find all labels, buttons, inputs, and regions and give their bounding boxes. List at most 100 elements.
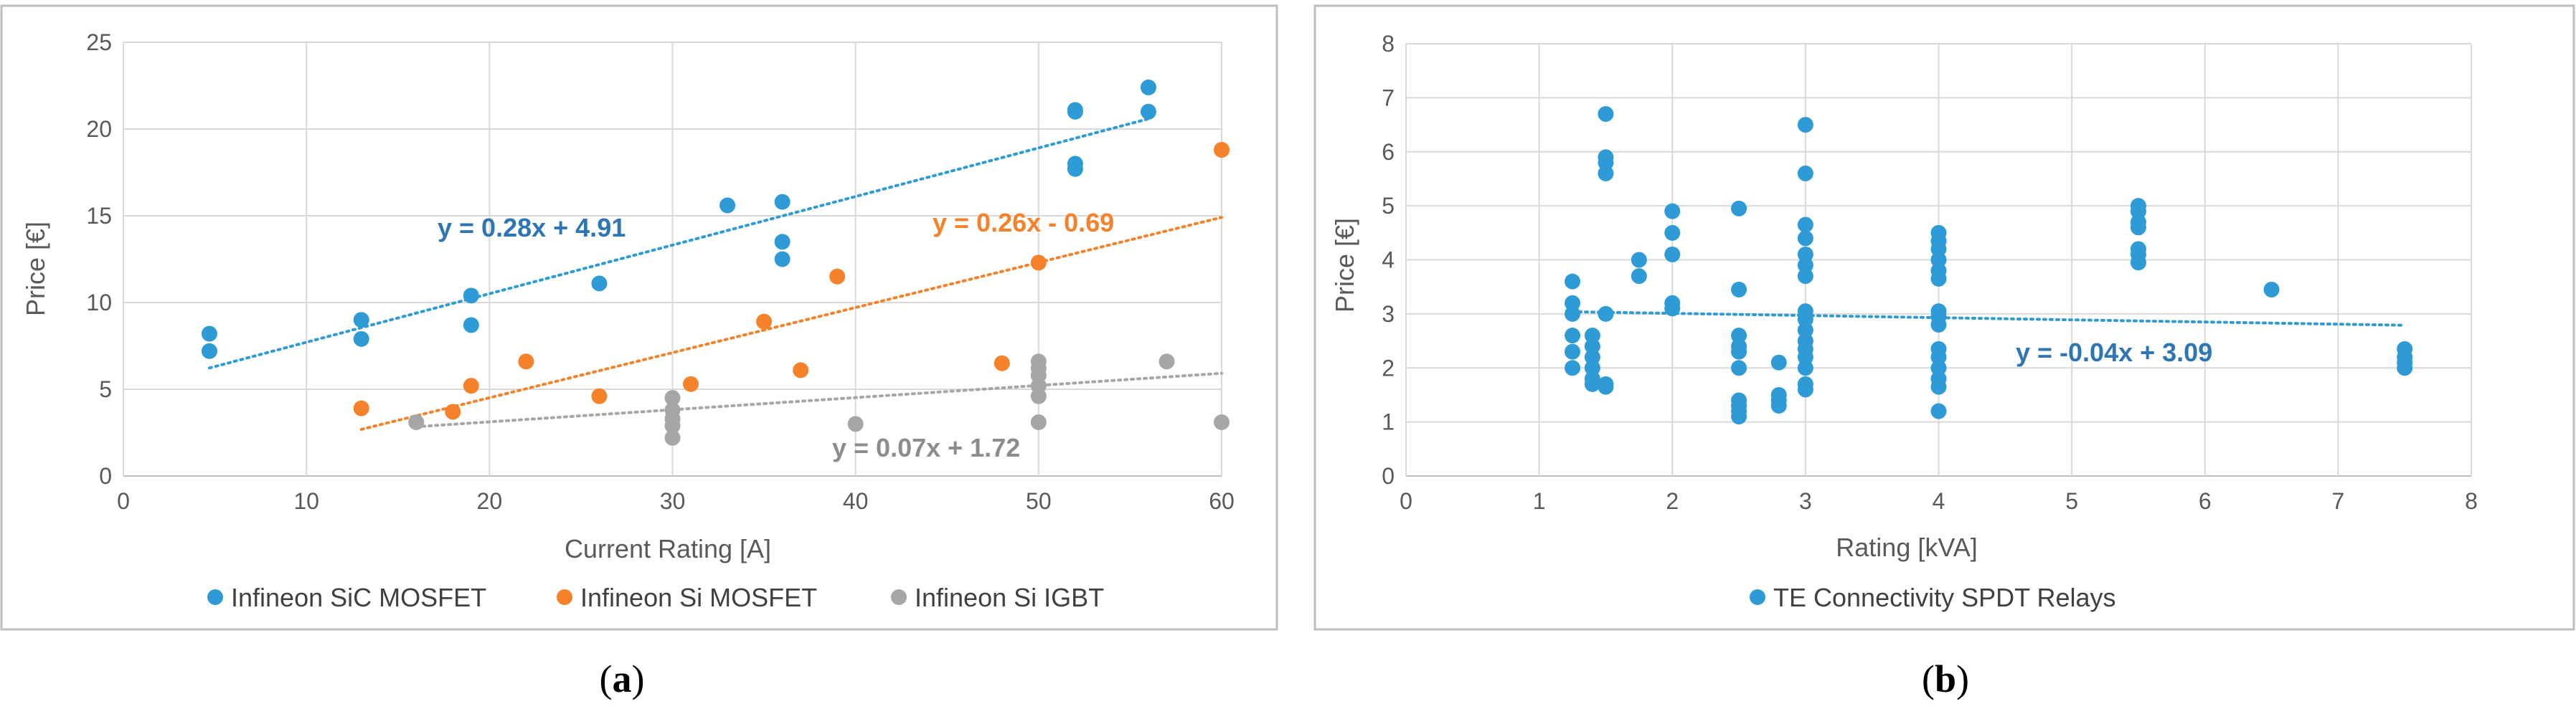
- data-point-igbt: [664, 417, 681, 434]
- data-point-sic: [201, 343, 217, 359]
- x-tick-label: 10: [293, 488, 319, 514]
- data-point-si_mosfet: [1214, 142, 1230, 158]
- chart-a-ticks: 0 5 10 15 20 25 0 10 20 30 40 50 60: [86, 29, 1234, 514]
- chart-panel-b: 0 1 2 3 4 5 6 7 8 0 1 2 3 4 5 6 7 8 y = -0.04x + 3.09 Rat…: [1313, 4, 2575, 631]
- svg-text:(b): (b): [1922, 657, 1969, 700]
- svg-text:(a): (a): [600, 657, 645, 700]
- data-point-sic: [1140, 103, 1156, 120]
- data-point-relay: [2397, 360, 2413, 376]
- data-point-relay: [1664, 300, 1681, 317]
- data-point-relay: [1797, 381, 1813, 398]
- caption-b: (b): [1922, 657, 1969, 700]
- data-point-relay: [1731, 281, 1747, 298]
- data-point-si_mosfet: [518, 353, 534, 370]
- x-tick-label: 0: [117, 488, 130, 514]
- data-point-relay: [1584, 328, 1600, 344]
- legend-marker-relays: [1750, 589, 1765, 605]
- caption-a-letter: a: [613, 657, 632, 700]
- x-tick-label: 0: [1400, 488, 1412, 514]
- x-tick-label: 40: [843, 488, 869, 514]
- x-tick-label: 3: [1799, 488, 1812, 514]
- y-tick-label: 5: [1382, 193, 1395, 219]
- chart-a-equation-igbt: y = 0.07x + 1.72: [832, 433, 1020, 462]
- y-tick-label: 0: [1382, 463, 1395, 489]
- data-point-igbt: [847, 416, 864, 432]
- data-point-si_mosfet: [353, 400, 369, 416]
- data-point-relay: [1731, 200, 1747, 216]
- trendline-si_mosfet: [359, 216, 1223, 431]
- data-point-sic: [591, 275, 608, 292]
- data-point-relay: [2130, 254, 2146, 271]
- caption-b-letter: b: [1935, 657, 1956, 700]
- chart-b-trendlines: [1571, 310, 2407, 327]
- y-tick-label: 8: [1382, 31, 1395, 57]
- legend-marker-si-mosfet: [557, 589, 572, 605]
- data-point-si_mosfet: [683, 376, 699, 392]
- y-tick-label: 20: [86, 116, 112, 142]
- trendline-relay: [1571, 310, 2407, 327]
- data-point-relay: [1664, 203, 1681, 219]
- data-point-sic: [774, 251, 791, 267]
- data-point-relay: [1731, 328, 1747, 344]
- data-point-relay: [1731, 360, 1747, 376]
- x-tick-label: 30: [660, 488, 686, 514]
- chart-b-xlabel: Rating [kVA]: [1836, 533, 1977, 562]
- data-point-relay: [1584, 349, 1600, 366]
- data-point-relay: [1797, 257, 1813, 274]
- chart-a-points: [201, 79, 1230, 446]
- chart-b-gridlines: [1405, 43, 2472, 477]
- chart-a-trendlines: [207, 117, 1223, 431]
- data-point-relay: [1565, 295, 1581, 311]
- chart-a-ylabel: Price [€]: [21, 222, 50, 316]
- chart-a-xlabel: Current Rating [A]: [565, 534, 771, 563]
- caption-a-open: (: [600, 657, 613, 700]
- legend-marker-igbt: [891, 589, 907, 605]
- data-point-relay: [1797, 322, 1813, 338]
- data-point-relay: [1598, 154, 1614, 171]
- data-point-relay: [2130, 219, 2146, 236]
- chart-panel-a: 0 5 10 15 20 25 0 10 20 30 40 50 60 y = 0.28x + 4.91…: [0, 4, 1278, 631]
- data-point-relay: [1565, 328, 1581, 344]
- data-point-relay: [1598, 105, 1614, 122]
- data-point-relay: [1797, 360, 1813, 376]
- data-point-relay: [1584, 376, 1600, 392]
- data-point-igbt: [408, 414, 425, 430]
- data-point-igbt: [1030, 388, 1047, 404]
- caption-b-close: ): [1956, 657, 1969, 700]
- y-tick-label: 3: [1382, 301, 1395, 327]
- y-tick-label: 2: [1382, 355, 1395, 381]
- data-point-relay: [1664, 224, 1681, 241]
- legend-label-igbt: Infineon Si IGBT: [915, 583, 1104, 612]
- data-point-igbt: [664, 429, 681, 446]
- chart-b-points: [1565, 105, 2413, 425]
- data-point-relay: [1797, 349, 1813, 366]
- caption-a: (a): [600, 657, 645, 700]
- data-point-relay: [1631, 252, 1647, 268]
- data-point-relay: [1565, 343, 1581, 360]
- data-point-sic: [353, 312, 369, 328]
- data-point-sic: [353, 330, 369, 347]
- chart-a-frame: [0, 4, 1278, 631]
- data-point-si_mosfet: [793, 362, 809, 379]
- data-point-relay: [2263, 281, 2280, 298]
- x-tick-label: 60: [1209, 488, 1235, 514]
- x-tick-label: 1: [1533, 488, 1546, 514]
- data-point-relay: [1598, 379, 1614, 395]
- data-point-si_mosfet: [829, 268, 846, 285]
- data-point-igbt: [1214, 414, 1230, 430]
- data-point-sic: [1067, 161, 1083, 177]
- y-tick-label: 6: [1382, 139, 1395, 165]
- data-point-relay: [1770, 398, 1787, 414]
- data-point-relay: [1584, 360, 1600, 376]
- data-point-relay: [1930, 349, 1947, 366]
- y-tick-label: 15: [86, 203, 112, 229]
- chart-b-ticks: 0 1 2 3 4 5 6 7 8 0 1 2 3 4 5 6 7 8: [1382, 31, 2478, 514]
- data-point-relay: [1797, 216, 1813, 233]
- data-point-sic: [774, 194, 791, 210]
- x-tick-label: 5: [2065, 488, 2078, 514]
- y-tick-label: 4: [1382, 247, 1395, 273]
- data-point-igbt: [664, 390, 681, 406]
- chart-a-equation-sic: y = 0.28x + 4.91: [438, 213, 626, 242]
- data-point-relay: [2130, 203, 2146, 219]
